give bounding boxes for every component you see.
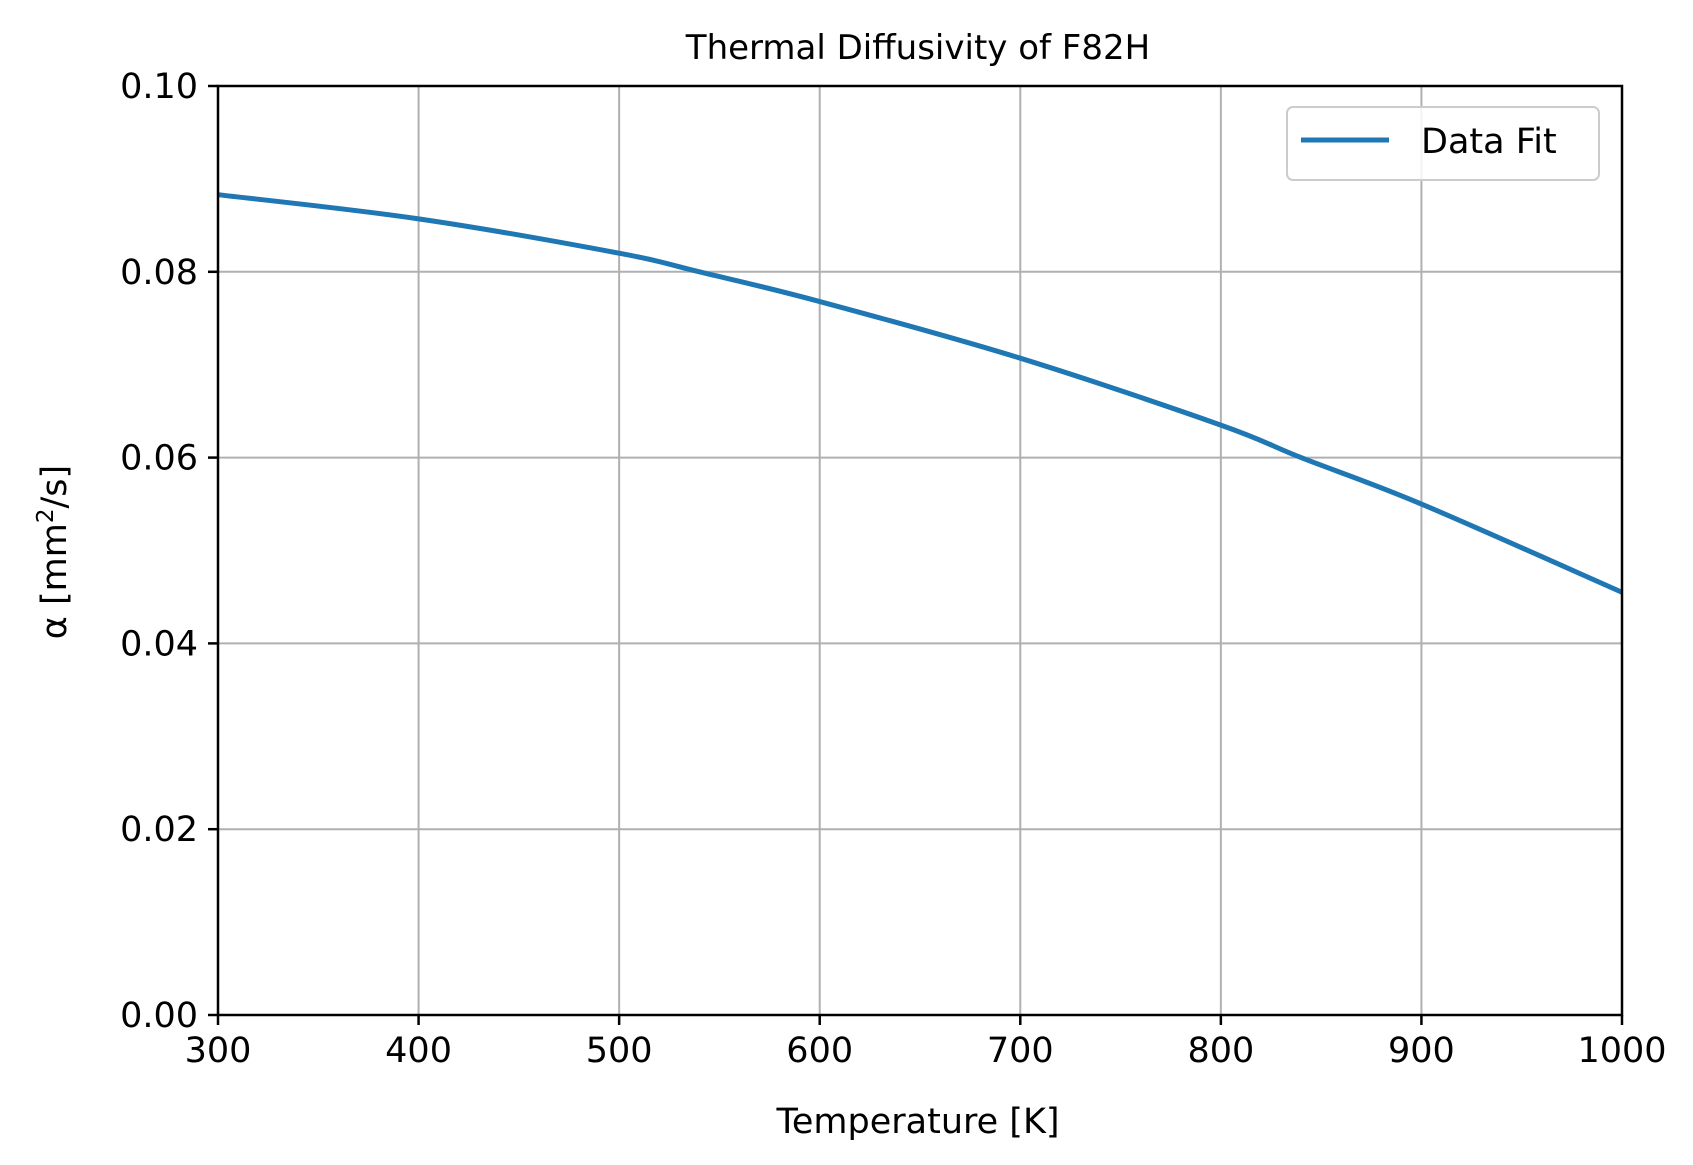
ticks: 300 400 500 600 700 800 900 1000 0.00 0.02 0.04 0.0…	[120, 67, 1666, 1071]
x-tick-label: 500	[586, 1031, 653, 1071]
y-tick-label: 0.02	[120, 810, 198, 850]
legend-box	[1286, 106, 1600, 181]
y-axis-label-superscript: 2	[33, 509, 59, 524]
grid	[217, 85, 1623, 1016]
series-layer	[217, 192, 1624, 595]
x-tick-label: 600	[786, 1031, 853, 1071]
plot-frame	[216, 84, 1624, 1017]
y-axis-label: α [mm2/s]	[33, 465, 75, 639]
x-tick-label: 300	[185, 1031, 252, 1071]
y-tick-label: 0.00	[120, 996, 198, 1036]
legend: Data Fit	[1286, 106, 1600, 181]
y-tick-label: 0.10	[120, 67, 198, 107]
x-tick-label: 1000	[1577, 1031, 1666, 1071]
chart-title: Thermal Diffusivity of F82H	[685, 28, 1150, 68]
y-tick-label: 0.06	[120, 439, 198, 479]
x-tick-label: 400	[385, 1031, 452, 1071]
x-tick-label: 700	[987, 1031, 1054, 1071]
x-tick-label: 800	[1187, 1031, 1254, 1071]
legend-label-data-fit: Data Fit	[1421, 122, 1557, 162]
x-axis-label: Temperature [K]	[775, 1102, 1059, 1142]
y-tick-label: 0.04	[120, 624, 198, 664]
y-axis-label-suffix: /s]	[35, 465, 75, 509]
y-axis-label-prefix: α [mm	[35, 523, 75, 639]
series-line-data-fit	[217, 192, 1624, 595]
y-tick-label: 0.08	[120, 253, 198, 293]
x-tick-label: 900	[1388, 1031, 1455, 1071]
